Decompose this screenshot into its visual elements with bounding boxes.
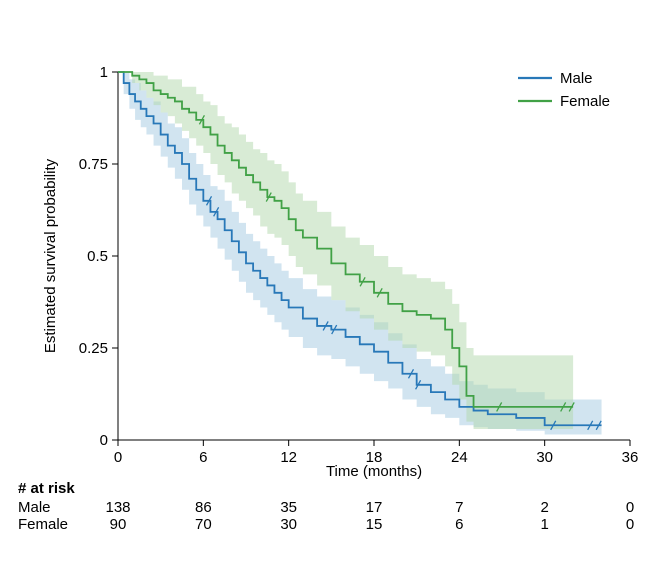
- risk-count-female: 0: [626, 516, 634, 533]
- y-tick-label: 0.25: [79, 340, 108, 357]
- x-tick-label: 24: [451, 449, 468, 466]
- risk-count-female: 15: [366, 516, 383, 533]
- survival-curve-female: [118, 71, 574, 408]
- risk-table-title: # at risk: [18, 480, 75, 497]
- y-axis-label: Estimated survival probability: [42, 158, 59, 353]
- y-tick-label: 0.75: [79, 156, 108, 173]
- censor-marks: [198, 115, 602, 431]
- censor-mark-female: [198, 115, 205, 125]
- censor-mark-female: [496, 402, 503, 412]
- censor-mark-female: [376, 287, 383, 298]
- risk-row-label-female: Female: [18, 516, 68, 533]
- legend: Male Female: [518, 70, 610, 110]
- risk-count-male: 138: [105, 499, 130, 516]
- risk-count-female: 6: [455, 516, 463, 533]
- legend-label-female: Female: [560, 93, 610, 110]
- risk-count-male: 86: [195, 499, 212, 516]
- axes: [112, 71, 631, 446]
- risk-row-label-male: Male: [18, 499, 51, 516]
- tick-labels: 0 6 12 18 24 30 36 0 0.25 0.5 0.75 1: [79, 64, 639, 466]
- risk-count-female: 70: [195, 516, 212, 533]
- x-tick-label: 12: [280, 449, 297, 466]
- x-axis-label: Time (months): [326, 463, 422, 480]
- x-tick-label: 18: [366, 449, 383, 466]
- risk-count-male: 35: [280, 499, 297, 516]
- ci-band-male: [118, 72, 602, 435]
- censor-mark-female: [359, 276, 366, 287]
- x-tick-label: 30: [536, 449, 553, 466]
- risk-count-female: 1: [540, 516, 548, 533]
- confidence-bands: [118, 72, 602, 435]
- y-tick-label: 0: [100, 432, 108, 449]
- risk-count-male: 2: [540, 499, 548, 516]
- censor-mark-female: [568, 402, 575, 412]
- censor-mark-male: [587, 420, 594, 431]
- censor-mark-male: [415, 379, 422, 390]
- y-tick-label: 1: [100, 64, 108, 81]
- survival-curves: [118, 71, 602, 427]
- risk-count-female: 90: [110, 516, 127, 533]
- survival-curve-male: [118, 71, 602, 427]
- censor-mark-male: [407, 368, 415, 379]
- risk-count-male: 7: [455, 499, 463, 516]
- censor-mark-male: [331, 324, 338, 335]
- ci-band-female: [118, 72, 574, 429]
- censor-mark-male: [550, 420, 557, 431]
- x-tick-label: 6: [199, 449, 207, 466]
- censor-mark-male: [213, 207, 220, 217]
- risk-count-male: 0: [626, 499, 634, 516]
- censor-mark-male: [205, 195, 213, 206]
- x-tick-label: 36: [622, 449, 639, 466]
- censor-mark-female: [560, 402, 567, 412]
- legend-label-male: Male: [560, 70, 593, 87]
- risk-count-male: 17: [366, 499, 383, 516]
- risk-table: Male 138 86 35 17 7 2 0 Female 90 70 30 15 6 1 0: [18, 499, 634, 533]
- x-tick-label: 0: [114, 449, 122, 466]
- censor-mark-male: [595, 420, 602, 431]
- censor-mark-male: [322, 321, 329, 331]
- risk-count-female: 30: [280, 516, 297, 533]
- censor-mark-female: [265, 192, 272, 202]
- y-tick-label: 0.5: [87, 248, 108, 265]
